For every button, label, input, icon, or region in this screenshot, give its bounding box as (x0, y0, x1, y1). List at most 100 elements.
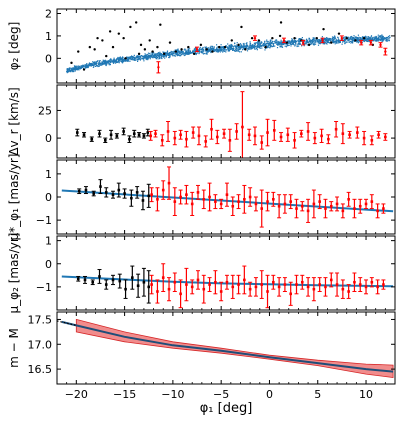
y-tick-label: 16.5 (28, 363, 53, 376)
member-point (293, 41, 295, 43)
member-point (239, 48, 241, 50)
member-point (143, 56, 145, 59)
data-point (334, 127, 338, 131)
member-point (157, 55, 160, 57)
y-axis-label: μ_φ₂ [mas/yr] (7, 233, 21, 314)
member-point (262, 43, 264, 45)
member-point (93, 64, 95, 66)
data-point (105, 54, 108, 58)
data-point (322, 27, 325, 31)
member-point (66, 68, 68, 70)
data-point (243, 198, 246, 201)
member-point (337, 42, 339, 44)
member-point (229, 49, 231, 51)
member-point (317, 40, 319, 42)
member-point (282, 42, 284, 45)
member-point (122, 61, 124, 63)
member-point (116, 61, 118, 63)
member-point (271, 42, 273, 44)
data-point (118, 279, 122, 283)
data-point (266, 200, 269, 203)
member-point (84, 64, 86, 66)
member-point (190, 52, 192, 54)
member-point (120, 57, 122, 59)
member-point (81, 67, 83, 69)
data-point (266, 290, 269, 293)
member-point (158, 54, 160, 56)
member-point (342, 40, 344, 42)
member-point (67, 71, 69, 73)
member-point (226, 46, 228, 48)
member-point (252, 47, 254, 49)
member-point (100, 63, 102, 65)
member-point (228, 49, 230, 51)
member-point (291, 39, 293, 41)
member-point (257, 43, 259, 45)
member-point (142, 56, 144, 58)
member-point (261, 45, 263, 47)
member-point (156, 54, 158, 56)
member-point (335, 38, 337, 40)
data-point (174, 50, 177, 53)
member-point (108, 60, 110, 62)
member-point (239, 51, 241, 53)
panel-plot-area (66, 21, 391, 74)
member-point (108, 60, 111, 62)
member-point (216, 48, 218, 50)
member-point (367, 39, 369, 41)
member-point (117, 56, 119, 59)
member-point (359, 40, 361, 42)
panel-3: −1 0 1 μ*_φ₁ [mas/yr] (7, 154, 396, 240)
member-point (296, 40, 298, 43)
member-point (86, 66, 88, 68)
member-point (265, 42, 267, 44)
data-point (147, 285, 151, 289)
member-point (170, 51, 172, 53)
member-point (329, 38, 331, 40)
member-point (274, 40, 276, 42)
data-point (139, 43, 143, 47)
member-point (128, 57, 130, 59)
data-point (293, 139, 296, 142)
member-point (293, 44, 295, 46)
member-point (92, 61, 94, 64)
data-point (96, 36, 99, 40)
data-point (254, 285, 258, 289)
member-point (220, 46, 222, 48)
member-point (255, 42, 257, 44)
member-point (182, 51, 184, 54)
member-point (234, 50, 236, 52)
data-point (306, 209, 310, 213)
member-point (146, 56, 148, 58)
member-point (261, 41, 263, 43)
member-point (166, 50, 169, 52)
y-tick-label: 17.5 (28, 313, 53, 326)
member-point (237, 48, 239, 50)
member-point (67, 68, 69, 70)
data-point (302, 41, 305, 44)
member-point (136, 59, 138, 61)
member-point (314, 39, 316, 41)
member-point (76, 67, 78, 69)
panel-plot-area (61, 263, 394, 309)
data-point (307, 43, 311, 47)
member-point (325, 40, 327, 42)
member-point (289, 43, 291, 45)
data-point (147, 194, 151, 198)
member-point (374, 37, 376, 39)
member-point (232, 47, 234, 49)
member-point (135, 56, 137, 58)
member-point (191, 52, 193, 54)
member-point (293, 39, 295, 41)
member-point (222, 51, 224, 53)
x-axis-label-group: φ₁ [deg] (200, 401, 253, 416)
member-point (211, 48, 214, 50)
member-point (260, 45, 262, 47)
y-tick-label: 2 (45, 7, 52, 20)
member-point (73, 71, 75, 73)
member-point (280, 39, 282, 41)
member-point (219, 49, 221, 51)
member-point (375, 37, 377, 39)
member-point (350, 38, 352, 40)
data-point (377, 133, 380, 137)
